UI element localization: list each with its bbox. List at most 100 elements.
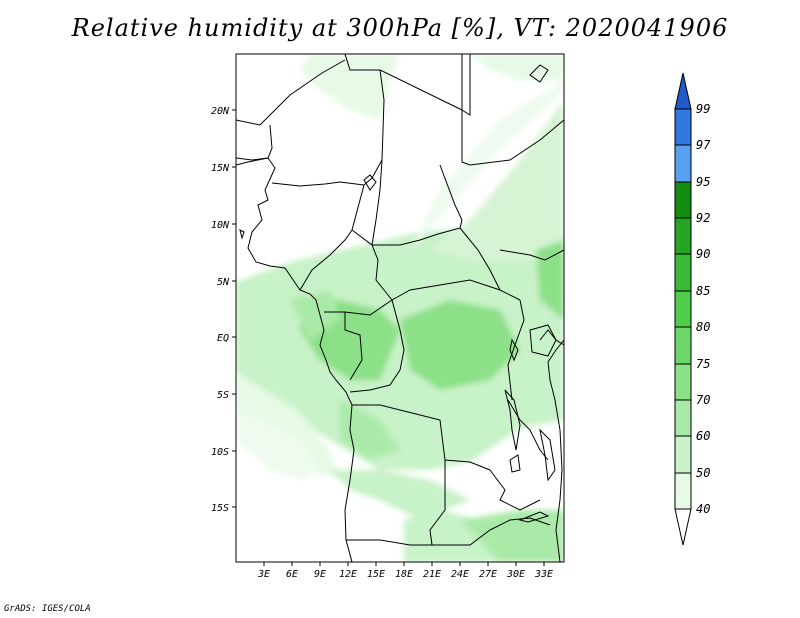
border-zambia-south	[489, 517, 551, 531]
border-kenya	[539, 329, 564, 346]
colorbar-label-85: 85	[696, 284, 710, 298]
lat-label-15s: 15S	[211, 503, 229, 514]
border-cameroon-gabon	[324, 299, 393, 316]
colorbar-label-40: 40	[696, 502, 710, 516]
lon-label-6e: 6E	[286, 569, 298, 580]
border-mali-niger	[236, 124, 273, 161]
colorbar-bin-97-99	[674, 108, 692, 146]
lon-label-30e: 30E	[506, 569, 525, 580]
border-chad-sudan	[371, 159, 383, 246]
colorbar-bin-80-85	[674, 290, 692, 328]
border-sudan-ethiopia	[469, 119, 564, 166]
border-namibia	[346, 529, 491, 546]
border-gabon-congo	[344, 312, 363, 381]
colorbar-bin-40-50	[674, 472, 692, 510]
shade-north	[300, 54, 400, 120]
lon-tick-labels: 3E 6E 9E 12E 15E 18E 21E 24E 27E 30E 33E	[257, 569, 553, 580]
shade-70	[236, 228, 564, 470]
shade-south2	[460, 510, 564, 562]
colorbar-bin-90-92	[674, 217, 692, 255]
coastline-west	[236, 157, 355, 562]
border-south-sudan	[499, 249, 564, 261]
shade-75-b	[340, 400, 400, 460]
grads-credit: GrADS: IGES/COLA	[4, 604, 91, 614]
lon-label-18e: 18E	[395, 569, 413, 580]
colorbar-label-75: 75	[696, 357, 710, 371]
border-nigeria-cameroon	[299, 184, 365, 291]
coastline-east	[547, 339, 564, 562]
border-car-sudan	[459, 227, 521, 301]
colorbar-label-99: 99	[696, 102, 710, 116]
colorbar-labels: 40 50 60 70 75 80 85 90 92 95 97 99	[696, 102, 711, 516]
border-libya-sudan	[461, 110, 471, 166]
lon-label-15e: 15E	[367, 569, 385, 580]
lake-malawi	[539, 428, 556, 482]
colorbar-label-60: 60	[696, 429, 710, 443]
lon-label-3e: 3E	[257, 569, 270, 580]
border-niger-nigeria	[271, 181, 365, 187]
border-drc-zambia	[489, 469, 541, 511]
lakes	[239, 64, 557, 523]
colorbar-label-97: 97	[696, 138, 711, 152]
border-chad-sudan2	[439, 164, 463, 229]
colorbar-label-90: 90	[696, 247, 710, 261]
colorbar-label-80: 80	[696, 320, 710, 334]
lake-albert	[509, 338, 519, 362]
shade-angola	[330, 470, 470, 520]
shade-east	[536, 240, 564, 320]
border-chad-car	[372, 227, 461, 246]
lake-mweru	[509, 454, 521, 473]
map-frame	[235, 53, 565, 563]
colorbar-label-70: 70	[696, 393, 710, 407]
lat-axis	[232, 109, 236, 508]
shade-80-b	[400, 300, 520, 390]
lon-label-27e: 27E	[479, 569, 497, 580]
colorbar-bin-95-97	[674, 144, 692, 183]
lon-label-9e: 9E	[314, 569, 326, 580]
shade-sudan-light	[410, 80, 564, 252]
lon-label-21e: 21E	[423, 569, 441, 580]
border-cameroon-chad	[351, 229, 393, 301]
lat-label-5s: 5S	[217, 390, 229, 401]
lake-chad	[363, 174, 377, 191]
colorbar-bin-92-95	[674, 181, 692, 219]
lon-label-33e: 33E	[534, 569, 553, 580]
border-tanzania	[507, 399, 549, 461]
lon-label-24e: 24E	[451, 569, 469, 580]
border-angola-zambia	[429, 460, 446, 546]
colorbar-bin-60-70	[674, 399, 692, 437]
lake-victoria	[529, 324, 557, 357]
lat-label-5n: 5N	[217, 277, 230, 288]
lat-label-10s: 10S	[211, 447, 229, 458]
colorbar-label-50: 50	[696, 466, 710, 480]
lat-label-10n: 10N	[211, 220, 230, 231]
border-car-drc	[391, 279, 501, 301]
lon-axis	[263, 562, 545, 566]
political-boundaries	[236, 54, 564, 562]
shade-75-a	[290, 290, 340, 340]
lake-kariba	[518, 511, 550, 523]
border-drc-angola	[352, 404, 491, 471]
colorbar-label-95: 95	[696, 175, 710, 189]
lat-label-20n: 20N	[211, 106, 230, 117]
colorbar	[674, 72, 692, 546]
border-chad-north	[379, 69, 463, 111]
lake-tana	[529, 64, 549, 83]
humidity-shading	[236, 54, 564, 562]
border-algeria-niger	[236, 59, 346, 126]
colorbar-bin-70-75	[674, 363, 692, 401]
colorbar-cap-high	[674, 72, 692, 110]
colorbar-bin-50-60	[674, 435, 692, 474]
colorbar-label-92: 92	[696, 211, 710, 225]
lat-tick-labels: 20N 15N 10N 5N EQ 5S 10S 15S	[211, 106, 230, 514]
chart-title: Relative humidity at 300hPa [%], VT: 202…	[71, 14, 729, 42]
lon-label-12e: 12E	[339, 569, 357, 580]
colorbar-bin-85-90	[674, 253, 692, 292]
lat-label-eq: EQ	[217, 333, 229, 344]
border-congo-drc	[349, 299, 405, 393]
lake-volta	[239, 229, 245, 240]
border-libya-egypt	[461, 54, 471, 116]
shade-sudan	[430, 100, 564, 262]
shade-west-light	[236, 410, 320, 480]
